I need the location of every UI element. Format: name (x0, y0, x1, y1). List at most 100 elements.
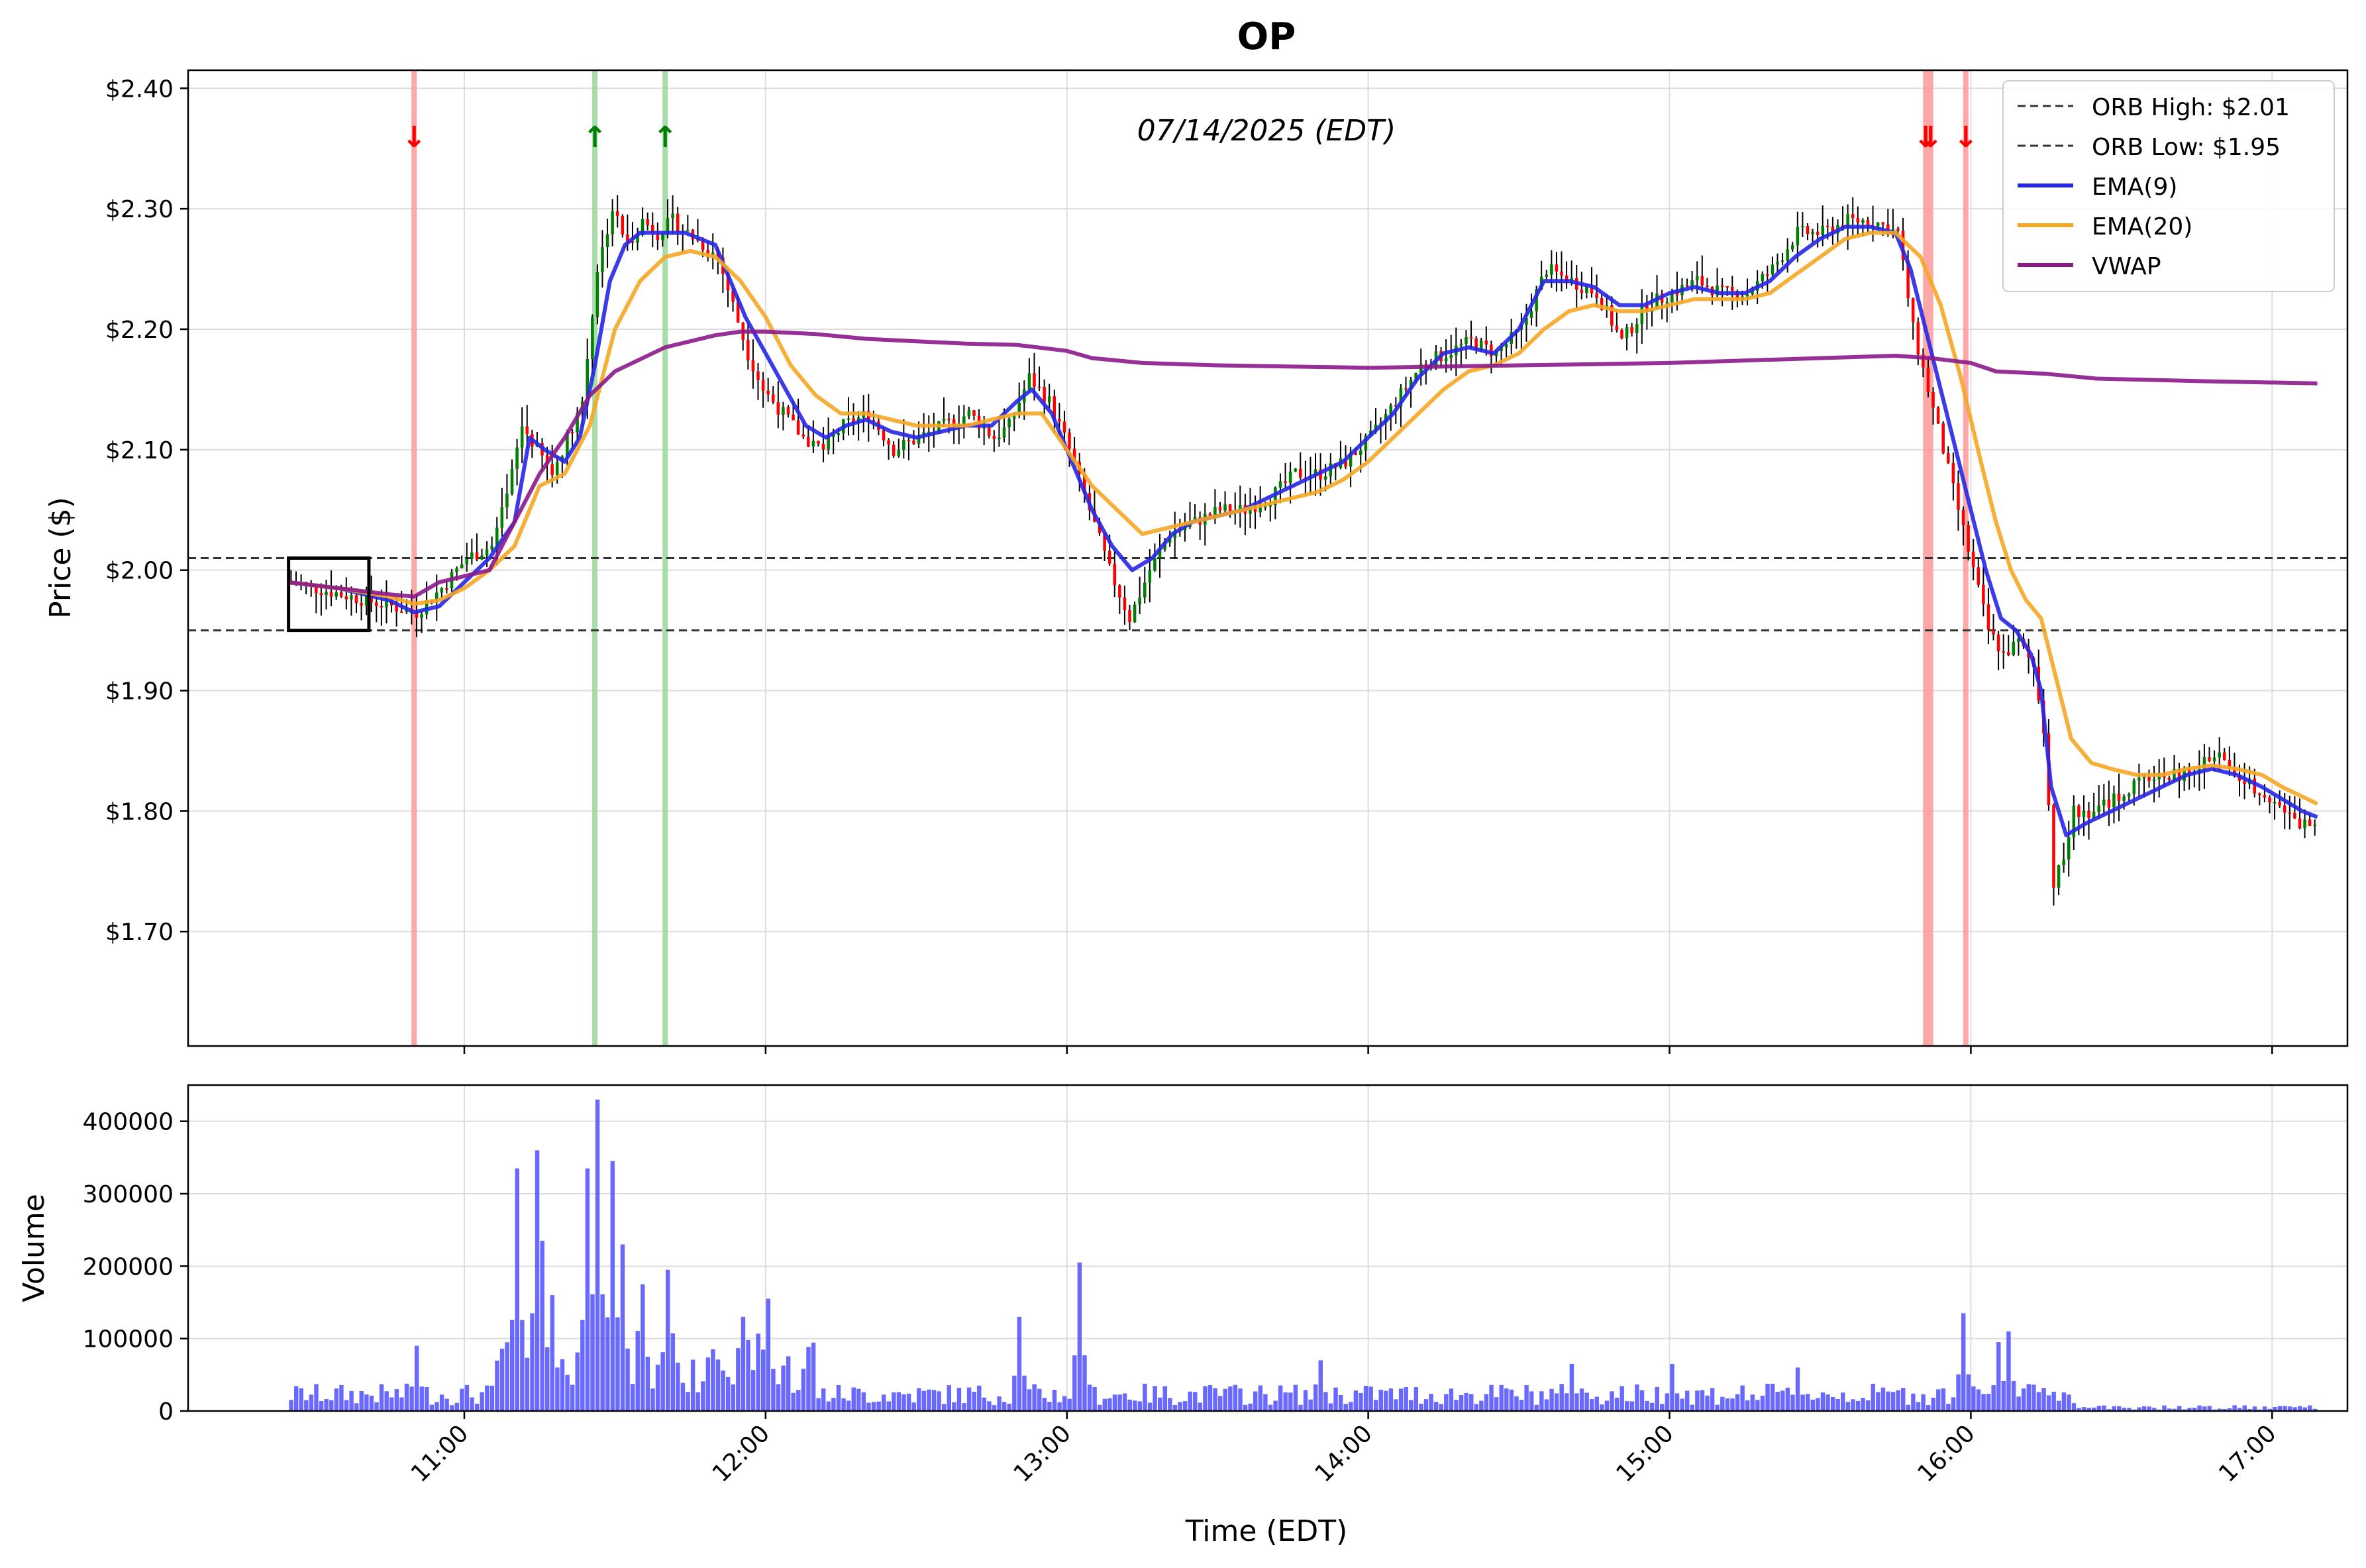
candle-body (1168, 538, 1172, 543)
volume-bar (545, 1347, 550, 1411)
volume-bar (1388, 1388, 1394, 1411)
candle-body (485, 549, 489, 556)
volume-bar (1338, 1394, 1343, 1411)
candle-body (2092, 811, 2096, 818)
volume-bar (419, 1386, 424, 1411)
volume-bar (299, 1388, 303, 1411)
volume-bar (480, 1392, 484, 1411)
volume-bar (1725, 1398, 1730, 1411)
volume-bar (635, 1331, 640, 1411)
candle-body (2177, 769, 2181, 781)
volume-bar (2267, 1408, 2272, 1411)
volume-bar (1217, 1396, 1223, 1411)
volume-bar (2036, 1392, 2041, 1411)
candle-body (1731, 286, 1734, 291)
volume-bar (761, 1349, 766, 1411)
volume-bar (1956, 1374, 1961, 1411)
volume-bar (1625, 1401, 1629, 1411)
candle-body (2208, 757, 2211, 762)
candle-body (912, 441, 915, 444)
candle-body (1344, 458, 1347, 467)
volume-bar (379, 1384, 384, 1411)
volume-bar (2016, 1396, 2021, 1411)
candle-body (1896, 229, 1900, 231)
volume-bar (1594, 1396, 1599, 1411)
volume-bar (2162, 1405, 2167, 1411)
volume-bar (1077, 1262, 1082, 1411)
candle-body (1695, 276, 1699, 281)
candle-body (1751, 290, 1754, 295)
candle-body (2077, 806, 2081, 817)
volume-bar (595, 1099, 600, 1411)
candle-body (661, 235, 664, 240)
volume-bar (2041, 1388, 2046, 1411)
candle-body (2187, 769, 2191, 774)
volume-bar (791, 1392, 796, 1411)
date-subtitle: 07/14/2025 (EDT) (1137, 114, 1396, 148)
candle-body (1278, 481, 1282, 488)
volume-bar (871, 1402, 876, 1411)
volume-bar (962, 1403, 966, 1411)
volume-bar (585, 1168, 590, 1411)
candle-body (947, 419, 951, 421)
volume-bar (2046, 1395, 2051, 1411)
candle-body (475, 552, 479, 560)
candle-body (2132, 780, 2136, 794)
legend[interactable]: ORB High: $2.01 ORB Low: $1.95 EMA(9) EM… (2002, 80, 2335, 292)
volume-bar (1359, 1392, 1363, 1411)
candle-body (852, 418, 855, 423)
volume-bar (1800, 1394, 1805, 1411)
candle-body (2233, 767, 2236, 776)
volume-bar (2106, 1409, 2112, 1411)
candle-body (2006, 652, 2010, 655)
volume-bar (655, 1365, 660, 1411)
volume-bar (1991, 1385, 1996, 1411)
volume-bar (2217, 1408, 2222, 1411)
candle-body (1374, 424, 1378, 431)
candle-body (2268, 797, 2271, 803)
volume-bar (1670, 1363, 1674, 1411)
volume-y-tick-label: 0 (158, 1398, 174, 1426)
volume-bar (2207, 1406, 2212, 1411)
volume-bar (600, 1294, 605, 1411)
volume-bar (2222, 1409, 2227, 1411)
legend-label-ema9: EMA(9) (2092, 174, 2177, 201)
volume-bar (1363, 1385, 1368, 1411)
volume-bar (786, 1356, 791, 1411)
volume-bar (1208, 1385, 1213, 1411)
candle-body (1911, 298, 1915, 323)
volume-bar (1730, 1398, 1735, 1411)
candle-body (350, 595, 353, 600)
price-panel: ↓ ↑ ↑ ↓↓ ↓ 07/14/2025 (EDT) $1.70$1.80$1.90$… (44, 69, 2349, 1054)
candle-body (1901, 231, 1905, 260)
candle-body (1389, 405, 1393, 415)
candle-body (837, 433, 841, 435)
price-y-tick-label: $2.10 (105, 437, 174, 464)
volume-bar (1449, 1388, 1454, 1411)
candle-body (952, 419, 956, 427)
volume-bar (2006, 1331, 2011, 1411)
volume-bar (931, 1390, 937, 1411)
volume-bar (520, 1320, 525, 1411)
volume-bar (2283, 1406, 2287, 1411)
volume-bar (2292, 1407, 2297, 1411)
candle-body (550, 464, 554, 476)
candle-body (490, 545, 493, 550)
candle-body (2313, 824, 2316, 826)
candle-body (2147, 776, 2151, 781)
volume-bar (861, 1392, 866, 1411)
candle-body (1479, 340, 1483, 350)
candle-body (811, 441, 815, 447)
volume-bar (2312, 1408, 2318, 1411)
candle-body (1504, 344, 1508, 348)
candle-body (641, 219, 644, 236)
volume-bar (1293, 1385, 1298, 1411)
volume-bar (495, 1360, 499, 1411)
candle-body (334, 592, 338, 597)
volume-bar (1765, 1383, 1770, 1411)
volume-bar (1610, 1391, 1614, 1411)
volume-bar (509, 1320, 515, 1411)
candle-body (1143, 582, 1147, 598)
candle-body (1706, 285, 1709, 287)
volume-bar (725, 1377, 731, 1411)
